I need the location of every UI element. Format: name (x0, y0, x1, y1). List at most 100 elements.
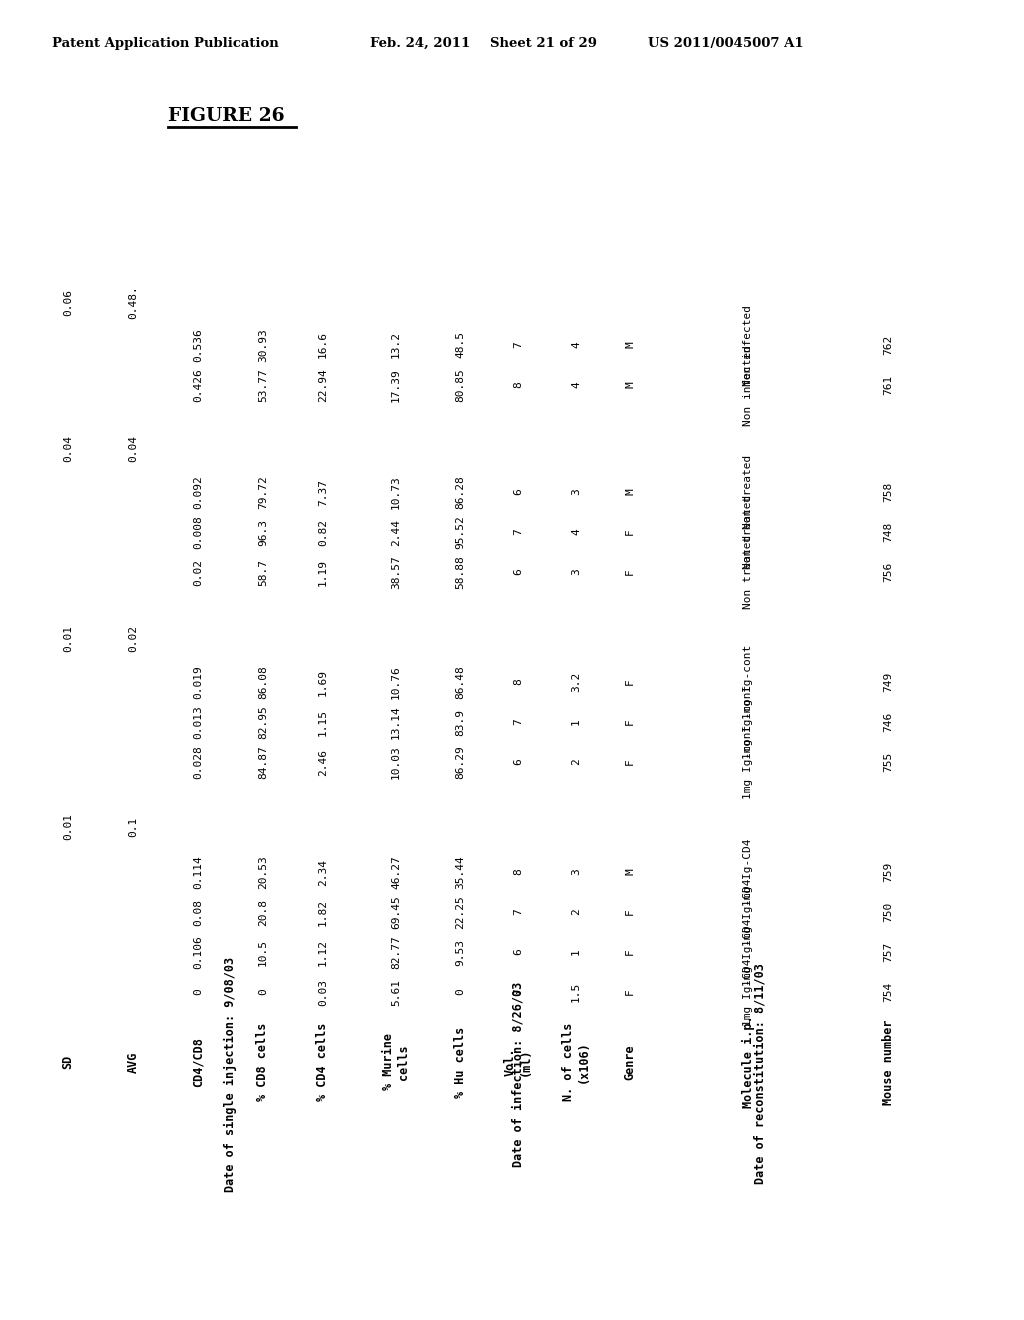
Text: F: F (625, 949, 635, 956)
Text: 746: 746 (883, 711, 893, 733)
Text: 10.5: 10.5 (258, 939, 268, 965)
Text: 13.14: 13.14 (391, 705, 401, 739)
Text: 3: 3 (571, 569, 581, 576)
Text: 1.15: 1.15 (318, 709, 328, 735)
Text: 1.12: 1.12 (318, 939, 328, 965)
Text: 1: 1 (571, 718, 581, 726)
Text: 1mg Ig-CD4: 1mg Ig-CD4 (743, 878, 753, 945)
Text: Non infected: Non infected (743, 305, 753, 385)
Text: 10.76: 10.76 (391, 665, 401, 698)
Text: 4: 4 (571, 342, 581, 348)
Text: 0.008: 0.008 (193, 515, 203, 549)
Text: Non treated: Non treated (743, 455, 753, 529)
Text: 8: 8 (513, 381, 523, 388)
Text: 0.48.: 0.48. (128, 285, 138, 319)
Text: 86.29: 86.29 (455, 744, 465, 779)
Text: 7.37: 7.37 (318, 479, 328, 506)
Text: 16.6: 16.6 (318, 331, 328, 359)
Text: 0.04: 0.04 (63, 434, 73, 462)
Text: F: F (625, 989, 635, 995)
Text: 58.88: 58.88 (455, 556, 465, 589)
Text: 69.45: 69.45 (391, 895, 401, 929)
Text: Date of infection: 8/26/03: Date of infection: 8/26/03 (512, 981, 524, 1167)
Text: 1mg Ig-cont: 1mg Ig-cont (743, 725, 753, 799)
Text: 3: 3 (571, 869, 581, 875)
Text: 8: 8 (513, 869, 523, 875)
Text: 0.106: 0.106 (193, 935, 203, 969)
Text: 46.27: 46.27 (391, 855, 401, 888)
Text: 0.06: 0.06 (63, 289, 73, 315)
Text: 0: 0 (193, 989, 203, 995)
Text: 0.04: 0.04 (128, 434, 138, 462)
Text: 3.2: 3.2 (571, 672, 581, 692)
Text: 80.85: 80.85 (455, 368, 465, 401)
Text: 6: 6 (513, 949, 523, 956)
Text: US 2011/0045007 A1: US 2011/0045007 A1 (648, 37, 804, 50)
Text: 755: 755 (883, 752, 893, 772)
Text: Sheet 21 of 29: Sheet 21 of 29 (490, 37, 597, 50)
Text: Feb. 24, 2011: Feb. 24, 2011 (370, 37, 470, 50)
Text: 53.77: 53.77 (258, 368, 268, 401)
Text: 0.019: 0.019 (193, 665, 203, 698)
Text: 7: 7 (513, 528, 523, 536)
Text: 6: 6 (513, 569, 523, 576)
Text: 0.02: 0.02 (193, 558, 203, 586)
Text: 4: 4 (571, 381, 581, 388)
Text: 0.01: 0.01 (63, 624, 73, 652)
Text: 22.25: 22.25 (455, 895, 465, 929)
Text: 1mg Ig-CD4: 1mg Ig-CD4 (743, 919, 753, 986)
Text: 1: 1 (571, 949, 581, 956)
Text: 86.28: 86.28 (455, 475, 465, 510)
Text: 35.44: 35.44 (455, 855, 465, 888)
Text: 2.34: 2.34 (318, 858, 328, 886)
Text: 95.52: 95.52 (455, 515, 465, 549)
Text: 1mg Ig-CD4: 1mg Ig-CD4 (743, 958, 753, 1026)
Text: 82.95: 82.95 (258, 705, 268, 739)
Text: 7: 7 (513, 989, 523, 995)
Text: 0.08: 0.08 (193, 899, 203, 925)
Text: 83.9: 83.9 (455, 709, 465, 735)
Text: 13.2: 13.2 (391, 331, 401, 359)
Text: 2.46: 2.46 (318, 748, 328, 776)
Text: 754: 754 (883, 982, 893, 1002)
Text: 2: 2 (571, 759, 581, 766)
Text: 0.03: 0.03 (318, 978, 328, 1006)
Text: Non treated: Non treated (743, 535, 753, 609)
Text: 749: 749 (883, 672, 893, 692)
Text: F: F (625, 569, 635, 576)
Text: Date of single injection: 9/08/03: Date of single injection: 9/08/03 (223, 957, 237, 1192)
Text: 96.3: 96.3 (258, 519, 268, 545)
Text: M: M (625, 488, 635, 495)
Text: 6: 6 (513, 488, 523, 495)
Text: 0.013: 0.013 (193, 705, 203, 739)
Text: 6: 6 (513, 759, 523, 766)
Text: 0: 0 (258, 989, 268, 995)
Text: 1.82: 1.82 (318, 899, 328, 925)
Text: 1mg Ig-cont: 1mg Ig-cont (743, 645, 753, 719)
Text: 30.93: 30.93 (258, 329, 268, 362)
Text: 10.03: 10.03 (391, 744, 401, 779)
Text: FIGURE 26: FIGURE 26 (168, 107, 285, 125)
Text: M: M (625, 869, 635, 875)
Text: 756: 756 (883, 562, 893, 582)
Text: 7: 7 (513, 908, 523, 915)
Text: % CD4 cells: % CD4 cells (316, 1023, 330, 1101)
Text: CD4/CD8: CD4/CD8 (191, 1038, 205, 1086)
Text: 748: 748 (883, 521, 893, 543)
Text: 20.53: 20.53 (258, 855, 268, 888)
Text: SD: SD (61, 1055, 75, 1069)
Text: 762: 762 (883, 335, 893, 355)
Text: 3: 3 (571, 488, 581, 495)
Text: % Murine
cells: % Murine cells (382, 1034, 410, 1090)
Text: 0.01: 0.01 (63, 813, 73, 841)
Text: 58.7: 58.7 (258, 558, 268, 586)
Text: Genre: Genre (624, 1044, 637, 1080)
Text: 757: 757 (883, 942, 893, 962)
Text: 20.8: 20.8 (258, 899, 268, 925)
Text: 38.57: 38.57 (391, 556, 401, 589)
Text: 759: 759 (883, 862, 893, 882)
Text: 1mg Ig-cont: 1mg Ig-cont (743, 685, 753, 759)
Text: 17.39: 17.39 (391, 368, 401, 401)
Text: Non treated: Non treated (743, 495, 753, 569)
Text: 9.53: 9.53 (455, 939, 465, 965)
